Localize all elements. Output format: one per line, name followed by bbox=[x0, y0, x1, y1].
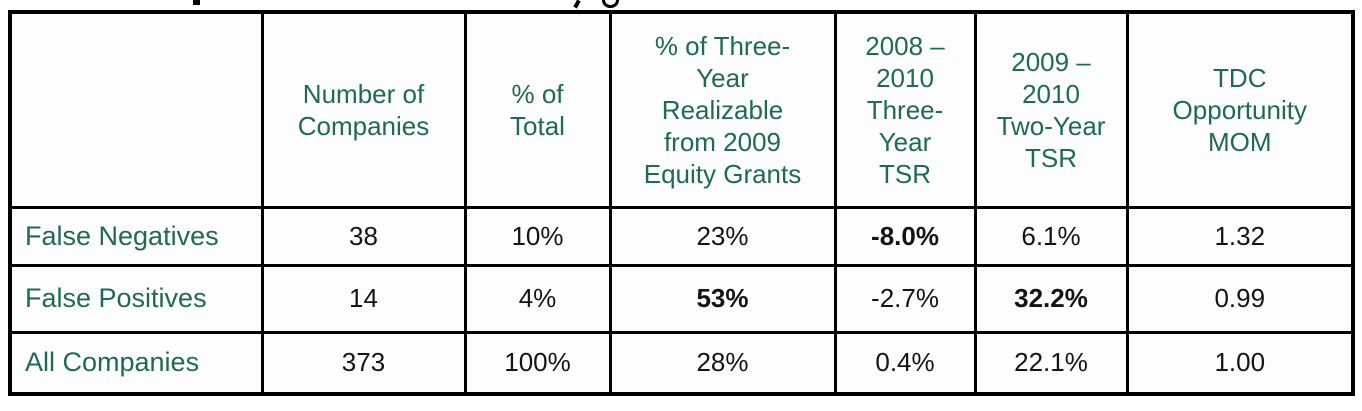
row-label-false-negatives: False Negatives bbox=[8, 205, 264, 267]
cropped-title-fragment-y-tail bbox=[573, 0, 581, 9]
cell-all-companies-pct-of-total: 100% bbox=[463, 330, 612, 396]
header-pct-of-total: % of Total bbox=[463, 10, 612, 209]
cell-false-positives-number-of-companies: 14 bbox=[260, 263, 467, 334]
header-number-of-companies: Number of Companies bbox=[260, 10, 467, 209]
cell-false-negatives-2008-2010-tsr: -8.0% bbox=[833, 205, 977, 267]
cell-false-positives-tdc-mom: 0.99 bbox=[1125, 263, 1355, 334]
cell-false-negatives-pct-of-total: 10% bbox=[463, 205, 612, 267]
cell-all-companies-tdc-mom: 1.00 bbox=[1125, 330, 1355, 396]
cell-false-negatives-2009-2010-tsr: 6.1% bbox=[973, 205, 1129, 267]
cell-all-companies-pct-three-year-realizable: 28% bbox=[608, 330, 837, 396]
cropped-title-fragment-dot bbox=[193, 0, 200, 5]
header-pct-three-year-realizable: % of Three- Year Realizable from 2009 Eq… bbox=[608, 10, 837, 209]
table-row-false-positives: False Positives 14 4% 53% -2.7% 32.2% 0.… bbox=[8, 263, 1355, 334]
header-2009-2010-two-year-tsr: 2009 – 2010 Two-Year TSR bbox=[973, 10, 1129, 209]
header-blank bbox=[8, 10, 264, 209]
cell-all-companies-2008-2010-tsr: 0.4% bbox=[833, 330, 977, 396]
comparison-table: Number of Companies % of Total % of Thre… bbox=[8, 10, 1355, 396]
cell-false-negatives-number-of-companies: 38 bbox=[260, 205, 467, 267]
cell-false-negatives-pct-three-year-realizable: 23% bbox=[608, 205, 837, 267]
cell-false-positives-2009-2010-tsr: 32.2% bbox=[973, 263, 1129, 334]
cell-all-companies-number-of-companies: 373 bbox=[260, 330, 467, 396]
row-label-all-companies: All Companies bbox=[8, 330, 264, 396]
cropped-title-fragment-g-bowl bbox=[602, 0, 619, 8]
cell-false-negatives-tdc-mom: 1.32 bbox=[1125, 205, 1355, 267]
table-row-all-companies: All Companies 373 100% 28% 0.4% 22.1% 1.… bbox=[8, 330, 1355, 396]
cell-all-companies-2009-2010-tsr: 22.1% bbox=[973, 330, 1129, 396]
row-label-false-positives: False Positives bbox=[8, 263, 264, 334]
cell-false-positives-2008-2010-tsr: -2.7% bbox=[833, 263, 977, 334]
header-tdc-opportunity-mom: TDC Opportunity MOM bbox=[1125, 10, 1355, 209]
header-row: Number of Companies % of Total % of Thre… bbox=[8, 10, 1355, 209]
cell-false-positives-pct-of-total: 4% bbox=[463, 263, 612, 334]
table-row-false-negatives: False Negatives 38 10% 23% -8.0% 6.1% 1.… bbox=[8, 205, 1355, 267]
cell-false-positives-pct-three-year-realizable: 53% bbox=[608, 263, 837, 334]
header-2008-2010-three-year-tsr: 2008 – 2010 Three- Year TSR bbox=[833, 10, 977, 209]
